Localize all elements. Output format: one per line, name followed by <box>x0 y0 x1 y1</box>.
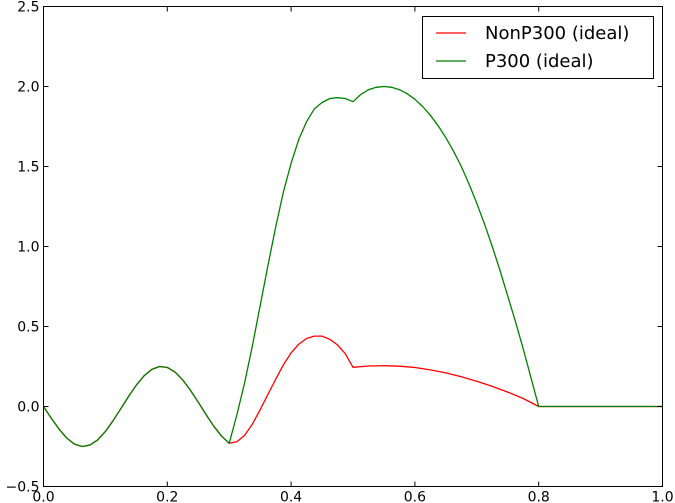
y-tick-label: 0.0 <box>17 400 39 416</box>
y-tick-label: 1.0 <box>17 240 39 256</box>
y-tick-label: 2.5 <box>17 0 39 16</box>
x-tick-label: 0.6 <box>404 490 426 503</box>
y-tick-label: 2.0 <box>17 80 39 96</box>
axis-ticks: 0.0 0.2 0.4 0.6 0.8 1.0−0.50.00.51.01.52.02.5 <box>6 0 674 503</box>
legend-label-p300: P300 (ideal) <box>485 51 594 72</box>
x-tick-label: 0.8 <box>528 490 550 503</box>
x-tick-label: 0.4 <box>280 490 302 503</box>
legend-box <box>422 16 654 79</box>
x-tick-label: 0.0 <box>32 490 54 503</box>
series-layer <box>42 85 663 448</box>
y-tick-label: 0.5 <box>17 320 39 336</box>
series-line-p300 <box>42 85 663 448</box>
series-line-nonp300 <box>42 335 663 448</box>
legend: NonP300 (ideal) P300 (ideal) <box>422 16 654 79</box>
y-tick-label: −0.5 <box>6 480 40 496</box>
x-tick-label: 0.2 <box>156 490 178 503</box>
legend-label-nonp300: NonP300 (ideal) <box>485 23 629 44</box>
x-tick-label: 1.0 <box>651 490 673 503</box>
y-tick-label: 1.5 <box>17 160 39 176</box>
